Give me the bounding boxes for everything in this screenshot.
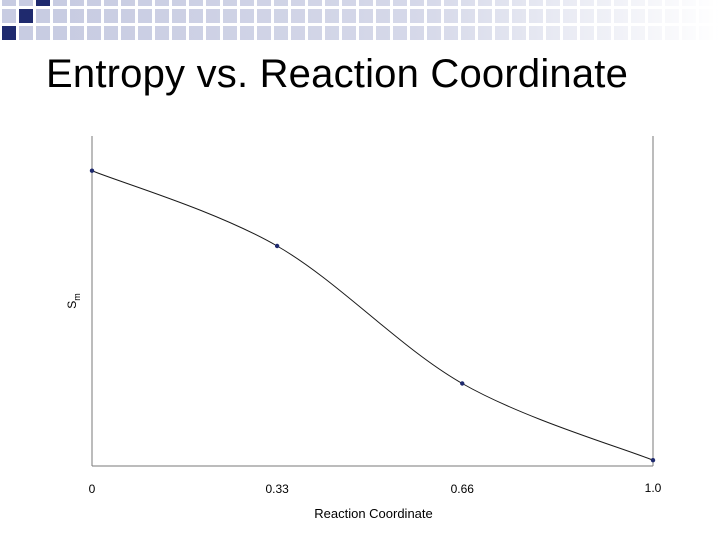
decorative-grid-cell	[19, 0, 33, 6]
data-point-2	[460, 381, 465, 386]
decorative-grid-cell	[2, 0, 16, 6]
x-axis-label: Reaction Coordinate	[314, 506, 433, 521]
data-point-1	[274, 243, 280, 249]
decorative-grid-cell	[36, 0, 50, 6]
decorative-grid-cell	[36, 9, 50, 23]
series-line-entropy	[91, 170, 654, 461]
y-axis-label-subscript: m	[72, 293, 82, 301]
decorative-grid-cell	[2, 9, 16, 23]
x-tick-label: 1.0	[645, 481, 662, 495]
decorative-grid-cell	[36, 26, 50, 40]
y-axis-label: Sm	[65, 293, 82, 309]
decorative-grid-cell	[19, 9, 33, 23]
slide-title: Entropy vs. Reaction Coordinate	[46, 52, 629, 96]
x-tick-label: 0.33	[265, 482, 289, 496]
data-point-3	[650, 458, 656, 463]
decorative-grid-cell	[19, 26, 33, 40]
decorative-grid-cell	[2, 26, 16, 40]
data-point-0	[89, 168, 95, 173]
x-tick-label: 0	[89, 482, 96, 496]
y-axis-label-main: S	[65, 301, 79, 309]
decorative-grid-pattern	[2, 0, 720, 44]
x-tick-label: 0.66	[451, 482, 475, 496]
